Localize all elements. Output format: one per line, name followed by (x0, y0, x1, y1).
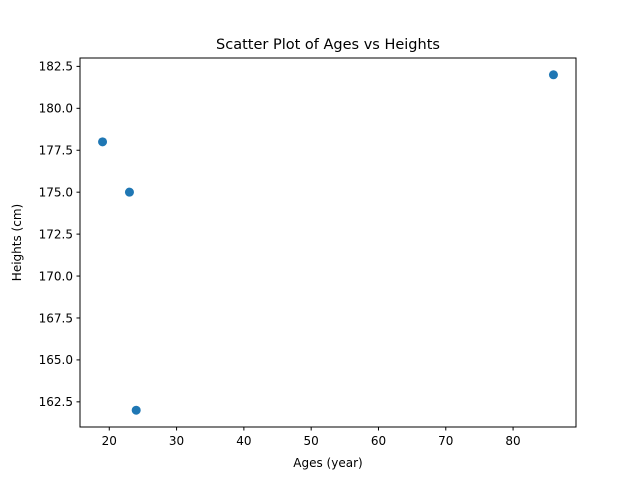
y-tick-label: 180.0 (39, 102, 73, 116)
plot-area-frame (79, 57, 577, 428)
y-axis-label: Heights (cm) (10, 204, 24, 281)
y-tick-label: 172.5 (39, 227, 73, 241)
scatter-point (124, 187, 134, 197)
x-axis-label: Ages (year) (293, 456, 362, 470)
y-axis-ticks: 162.5 165.0 167.5 170.0 172.5 175.0 177.5 180.0… (39, 60, 80, 409)
y-tick-label: 170.0 (39, 269, 73, 283)
data-points (98, 70, 558, 415)
y-tick-label: 175.0 (39, 185, 73, 199)
x-tick-label: 30 (169, 434, 184, 448)
chart-title: Scatter Plot of Ages vs Heights (216, 37, 440, 53)
x-tick-label: 40 (236, 434, 251, 448)
y-tick-label: 162.5 (39, 395, 73, 409)
scatter-point (548, 70, 558, 80)
scatter-point (131, 405, 141, 415)
x-axis-ticks: 20 30 40 50 60 70 80 (102, 427, 521, 448)
x-tick-label: 50 (304, 434, 319, 448)
x-tick-label: 70 (438, 434, 453, 448)
x-tick-label: 20 (102, 434, 117, 448)
y-tick-label: 177.5 (39, 144, 73, 158)
y-tick-label: 182.5 (39, 60, 73, 74)
x-tick-label: 80 (505, 434, 520, 448)
x-tick-label: 60 (371, 434, 386, 448)
y-tick-label: 167.5 (39, 311, 73, 325)
scatter-point (98, 137, 108, 147)
y-tick-label: 165.0 (39, 353, 73, 367)
